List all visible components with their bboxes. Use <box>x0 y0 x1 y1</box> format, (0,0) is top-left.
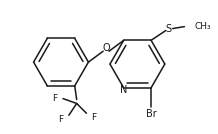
Text: F: F <box>58 115 64 124</box>
Text: Br: Br <box>146 109 157 119</box>
Text: F: F <box>53 94 58 103</box>
Text: S: S <box>166 24 172 34</box>
Text: F: F <box>91 113 96 122</box>
Text: N: N <box>120 85 127 95</box>
Text: O: O <box>102 43 110 53</box>
Text: CH₃: CH₃ <box>194 22 211 31</box>
